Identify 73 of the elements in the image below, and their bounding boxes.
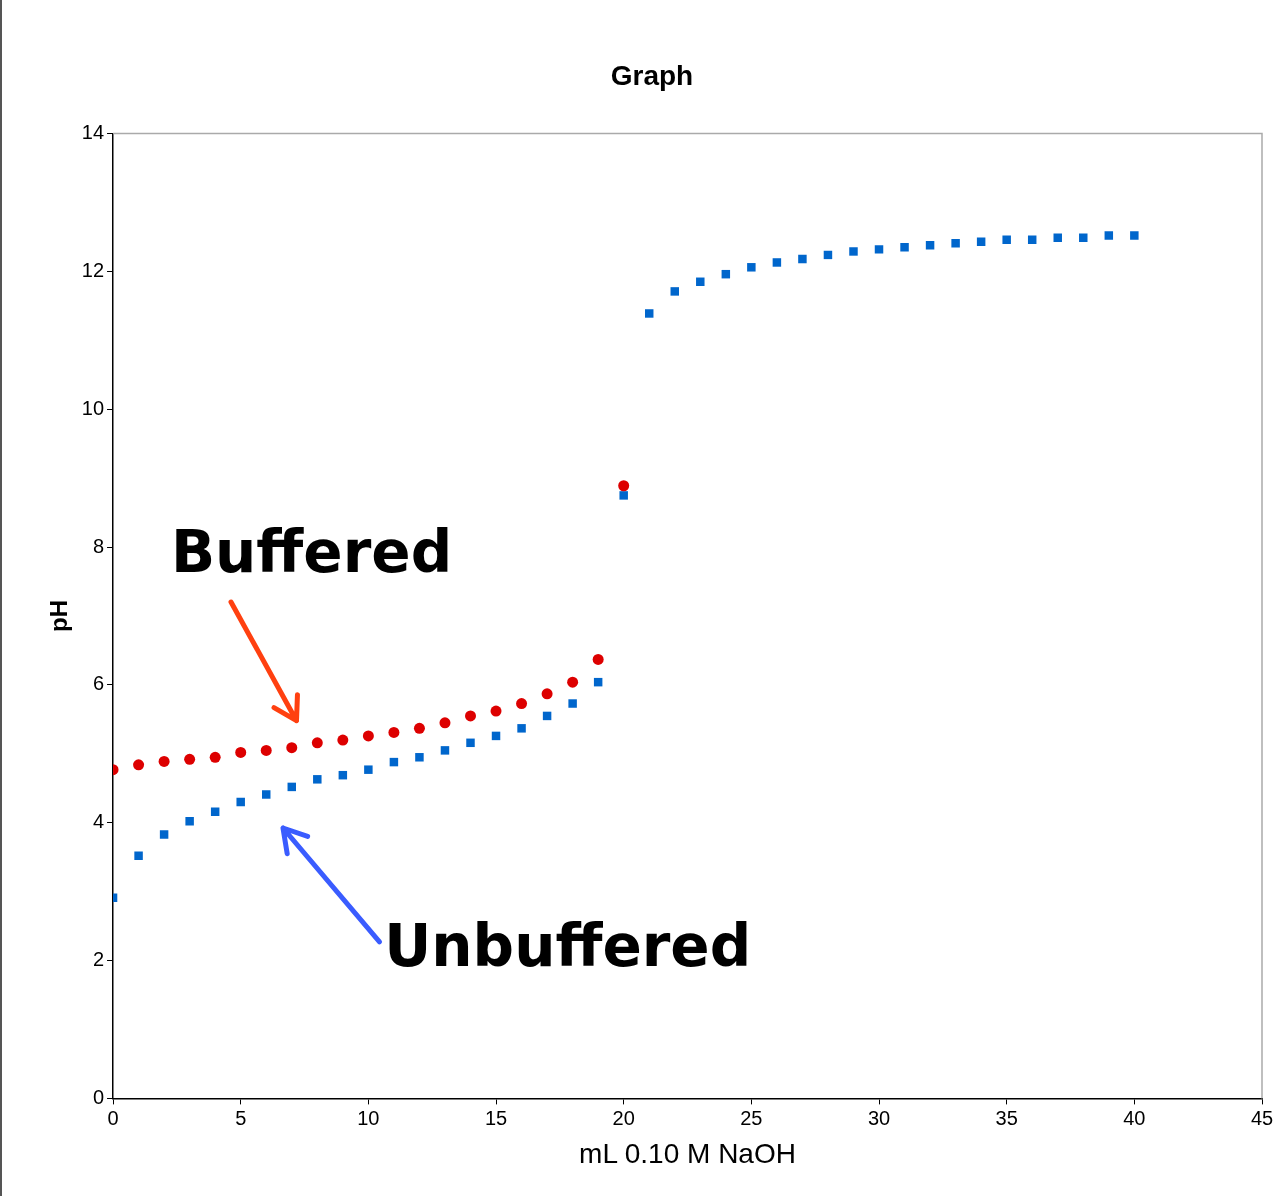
point [1053, 233, 1062, 242]
x-tick-label: 30 [867, 1106, 891, 1129]
point [415, 753, 424, 762]
point [210, 807, 220, 816]
point [262, 790, 271, 799]
x-tick-label: 20 [612, 1106, 635, 1129]
x-tick-label: 35 [995, 1106, 1018, 1129]
point [413, 722, 425, 734]
point [133, 759, 145, 771]
point [541, 688, 553, 700]
y-tick-label: 14 [81, 121, 105, 144]
point [439, 717, 451, 729]
point [516, 698, 528, 710]
point [440, 746, 450, 755]
point [311, 737, 323, 749]
point [236, 797, 245, 807]
y-axis-title: pH [45, 600, 73, 632]
point [466, 738, 475, 748]
point [951, 238, 960, 248]
y-tick-label: 12 [81, 258, 105, 281]
point [696, 277, 705, 287]
point [567, 676, 579, 688]
point [313, 775, 322, 784]
x-tick-label: 10 [357, 1106, 380, 1129]
y-tick-label: 8 [92, 534, 105, 557]
point [362, 730, 374, 742]
point [619, 491, 628, 500]
point [185, 817, 194, 826]
point [260, 744, 272, 756]
x-tick-label: 40 [1123, 1106, 1146, 1129]
point [286, 742, 298, 754]
point [747, 263, 756, 272]
point [388, 726, 400, 738]
point [1002, 235, 1011, 244]
x-tick-label: 45 [1250, 1106, 1274, 1129]
x-tick-label: 0 [107, 1106, 119, 1129]
point [772, 258, 782, 267]
point [849, 247, 858, 256]
point [1079, 233, 1088, 242]
point [490, 705, 502, 717]
x-tick-label: 5 [235, 1106, 247, 1129]
y-tick-label: 6 [92, 672, 105, 695]
point [900, 243, 909, 252]
point [465, 710, 476, 722]
point [158, 755, 170, 767]
annotation: Unbuffered [384, 911, 752, 980]
x-tick-label: 15 [484, 1106, 508, 1129]
point [337, 734, 349, 746]
x-axis-title: mL 0.10 M NaOH [579, 1137, 796, 1169]
point [644, 309, 654, 318]
point [134, 851, 143, 861]
y-tick-label: 10 [81, 396, 105, 419]
point [618, 480, 630, 492]
point [1130, 231, 1139, 240]
y-tick-label: 2 [92, 948, 105, 971]
point [874, 245, 884, 254]
x-tick-label: 25 [740, 1106, 763, 1129]
point [235, 746, 247, 758]
point [798, 254, 807, 264]
chart-title: Graph [610, 59, 694, 91]
point [1027, 235, 1037, 244]
point [209, 751, 221, 763]
point [184, 753, 196, 765]
point [159, 830, 169, 839]
point [517, 724, 526, 733]
point [670, 287, 679, 296]
y-tick-label: 0 [92, 1085, 105, 1108]
annotation: Buffered [170, 518, 453, 587]
y-tick-label: 4 [92, 810, 105, 833]
point [1104, 231, 1114, 240]
point [592, 653, 604, 665]
point [568, 699, 577, 708]
point [364, 765, 373, 774]
